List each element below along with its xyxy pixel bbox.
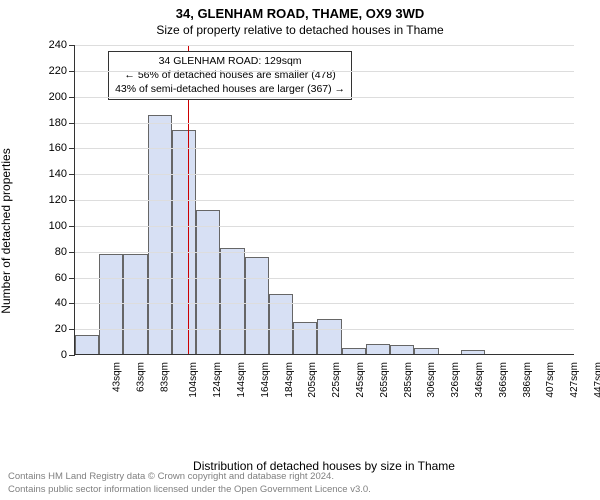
chart-container: Number of detached properties 34 GLENHAM… bbox=[30, 41, 590, 421]
gridline bbox=[75, 45, 574, 46]
x-tick-label: 366sqm bbox=[498, 362, 509, 398]
y-tick-label: 60 bbox=[55, 272, 75, 284]
x-tick-label: 205sqm bbox=[307, 362, 318, 398]
y-tick-label: 160 bbox=[49, 142, 75, 154]
histogram-bar bbox=[461, 350, 485, 354]
chart-title: 34, GLENHAM ROAD, THAME, OX9 3WD bbox=[0, 0, 600, 21]
x-tick-label: 326sqm bbox=[450, 362, 461, 398]
y-tick-label: 20 bbox=[55, 323, 75, 335]
x-tick-label: 124sqm bbox=[212, 362, 223, 398]
y-tick-label: 80 bbox=[55, 246, 75, 258]
y-tick-label: 180 bbox=[49, 117, 75, 129]
histogram-bar bbox=[317, 319, 341, 354]
annotation-line3: 43% of semi-detached houses are larger (… bbox=[115, 82, 345, 96]
x-tick-label: 407sqm bbox=[546, 362, 557, 398]
histogram-bar bbox=[172, 130, 196, 354]
x-tick-label: 63sqm bbox=[135, 362, 146, 392]
gridline bbox=[75, 97, 574, 98]
histogram-bar bbox=[220, 248, 244, 354]
gridline bbox=[75, 278, 574, 279]
footer-line1: Contains HM Land Registry data © Crown c… bbox=[8, 471, 592, 483]
y-tick-label: 100 bbox=[49, 220, 75, 232]
y-tick-label: 200 bbox=[49, 91, 75, 103]
gridline bbox=[75, 252, 574, 253]
gridline bbox=[75, 200, 574, 201]
gridline bbox=[75, 303, 574, 304]
x-tick-label: 447sqm bbox=[593, 362, 600, 398]
x-tick-label: 83sqm bbox=[159, 362, 170, 392]
y-tick-label: 240 bbox=[49, 39, 75, 51]
histogram-bar bbox=[245, 257, 269, 354]
footer-line2: Contains public sector information licen… bbox=[8, 484, 592, 496]
x-tick-label: 306sqm bbox=[427, 362, 438, 398]
histogram-bar bbox=[342, 348, 366, 354]
gridline bbox=[75, 329, 574, 330]
gridline bbox=[75, 174, 574, 175]
histogram-bar bbox=[390, 345, 414, 354]
histogram-bar bbox=[148, 115, 172, 354]
y-tick-label: 120 bbox=[49, 194, 75, 206]
histogram-bar bbox=[293, 322, 317, 354]
histogram-bar bbox=[75, 335, 99, 354]
annotation-box: 34 GLENHAM ROAD: 129sqm ← 56% of detache… bbox=[108, 51, 352, 100]
histogram-bar bbox=[414, 348, 438, 354]
gridline bbox=[75, 123, 574, 124]
x-tick-label: 184sqm bbox=[284, 362, 295, 398]
x-tick-label: 346sqm bbox=[474, 362, 485, 398]
gridline bbox=[75, 148, 574, 149]
y-axis-label: Number of detached properties bbox=[0, 148, 13, 313]
x-tick-label: 386sqm bbox=[522, 362, 533, 398]
annotation-line1: 34 GLENHAM ROAD: 129sqm bbox=[115, 54, 345, 68]
chart-subtitle: Size of property relative to detached ho… bbox=[0, 21, 600, 41]
plot-area: 34 GLENHAM ROAD: 129sqm ← 56% of detache… bbox=[74, 45, 574, 355]
gridline bbox=[75, 71, 574, 72]
x-tick-label: 265sqm bbox=[379, 362, 390, 398]
x-tick-label: 225sqm bbox=[331, 362, 342, 398]
x-tick-label: 245sqm bbox=[355, 362, 366, 398]
x-tick-label: 285sqm bbox=[403, 362, 414, 398]
x-tick-label: 427sqm bbox=[569, 362, 580, 398]
x-tick-label: 144sqm bbox=[236, 362, 247, 398]
y-tick-label: 40 bbox=[55, 297, 75, 309]
histogram-bar bbox=[196, 210, 220, 354]
histogram-bar bbox=[366, 344, 390, 354]
footer-attribution: Contains HM Land Registry data © Crown c… bbox=[8, 471, 592, 496]
y-tick-label: 0 bbox=[61, 349, 75, 361]
y-tick-label: 220 bbox=[49, 65, 75, 77]
gridline bbox=[75, 226, 574, 227]
x-tick-label: 104sqm bbox=[188, 362, 199, 398]
x-tick-label: 164sqm bbox=[260, 362, 271, 398]
x-tick-label: 43sqm bbox=[111, 362, 122, 392]
y-tick-label: 140 bbox=[49, 168, 75, 180]
